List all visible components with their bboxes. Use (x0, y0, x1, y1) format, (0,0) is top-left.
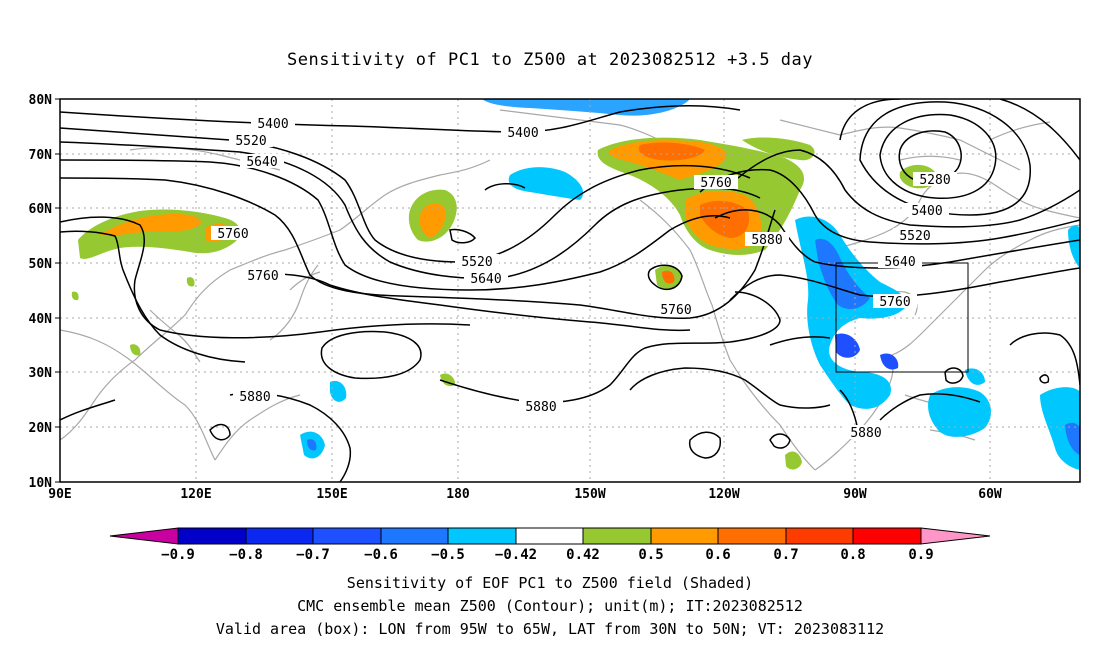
colorbar: −0.9 −0.8 −0.7 −0.6 −0.5 −0.42 0.42 0.5 … (109, 527, 991, 563)
lat-label: 80N (29, 93, 53, 108)
colorbar-segment (717, 527, 787, 545)
contour-label: 5640 (246, 155, 277, 170)
colorbar-label: 0.8 (840, 547, 865, 563)
lon-label: 150W (574, 487, 605, 502)
colorbar-min-arrow (109, 527, 179, 545)
colorbar-label: 0.9 (908, 547, 933, 563)
contour-label: 5760 (247, 269, 278, 284)
contour-label: 5880 (525, 400, 556, 415)
colorbar-segment (852, 527, 922, 545)
contour-label: 5880 (850, 426, 881, 441)
lat-label: 30N (29, 366, 53, 381)
colorbar-segment (447, 527, 517, 545)
figure-title: Sensitivity of PC1 to Z500 at 2023082512… (286, 50, 813, 70)
contour-label: 5760 (879, 295, 910, 310)
shading-positive (71, 137, 937, 470)
colorbar-label: −0.42 (495, 547, 537, 563)
caption-line-2: CMC ensemble mean Z500 (Contour); unit(m… (297, 597, 803, 615)
colorbar-label: −0.7 (296, 547, 330, 563)
lon-axis: 90E 120E 150E 180 150W 120W 90W 60W (48, 487, 1002, 502)
colorbar-segment (245, 527, 314, 545)
map-frame (59, 98, 1081, 483)
colorbar-segment (177, 527, 247, 545)
colorbar-segment (380, 527, 449, 545)
colorbar-label: −0.5 (431, 547, 465, 563)
colorbar-segment (785, 527, 854, 545)
lat-label: 70N (29, 148, 53, 163)
lon-label: 120W (708, 487, 739, 502)
colorbar-label: 0.5 (638, 547, 663, 563)
contour-label: 5520 (899, 229, 930, 244)
lat-label: 10N (29, 476, 53, 491)
caption-line-3: Valid area (box): LON from 95W to 65W, L… (215, 620, 885, 638)
colorbar-label: −0.9 (161, 547, 195, 563)
contour-label: 5760 (217, 227, 248, 242)
colorbar-label: −0.6 (364, 547, 398, 563)
lon-label: 90E (48, 487, 71, 502)
colorbar-label: 0.6 (705, 547, 730, 563)
colorbar-segment (582, 527, 652, 545)
colorbar-segment (312, 527, 382, 545)
contour-label: 5520 (461, 255, 492, 270)
colorbar-label: 0.7 (773, 547, 798, 563)
contour-label: 5880 (239, 390, 270, 405)
contour-label: 5760 (700, 176, 731, 191)
contour-label: 5760 (660, 303, 691, 318)
lon-label: 180 (446, 487, 470, 502)
coastlines (60, 109, 1080, 471)
lat-label: 50N (29, 257, 53, 272)
contour-label: 5640 (470, 272, 501, 287)
contour-label: 5400 (507, 126, 538, 141)
lat-label: 20N (29, 421, 53, 436)
lat-label: 60N (29, 202, 53, 217)
contour-label: 5640 (884, 255, 915, 270)
contour-label: 5280 (919, 173, 950, 188)
colorbar-label: −0.8 (229, 547, 263, 563)
lon-label: 60W (978, 487, 1002, 502)
shading-negative (300, 99, 1080, 470)
lon-label: 120E (180, 487, 211, 502)
lon-label: 90W (843, 487, 867, 502)
lat-axis: 10N 20N 30N 40N 50N 60N 70N 80N (29, 93, 60, 491)
contour-label: 5400 (257, 117, 288, 132)
colorbar-segment (515, 527, 584, 545)
z500-contours (60, 99, 1080, 482)
lat-label: 40N (29, 312, 53, 327)
contour-label: 5400 (911, 204, 942, 219)
colorbar-segment (650, 527, 719, 545)
caption-line-1: Sensitivity of EOF PC1 to Z500 field (Sh… (346, 574, 754, 592)
contour-label: 5880 (751, 233, 782, 248)
colorbar-label: 0.42 (566, 547, 600, 563)
contour-label: 5520 (235, 134, 266, 149)
lon-label: 150E (316, 487, 347, 502)
colorbar-max-arrow (920, 527, 991, 545)
